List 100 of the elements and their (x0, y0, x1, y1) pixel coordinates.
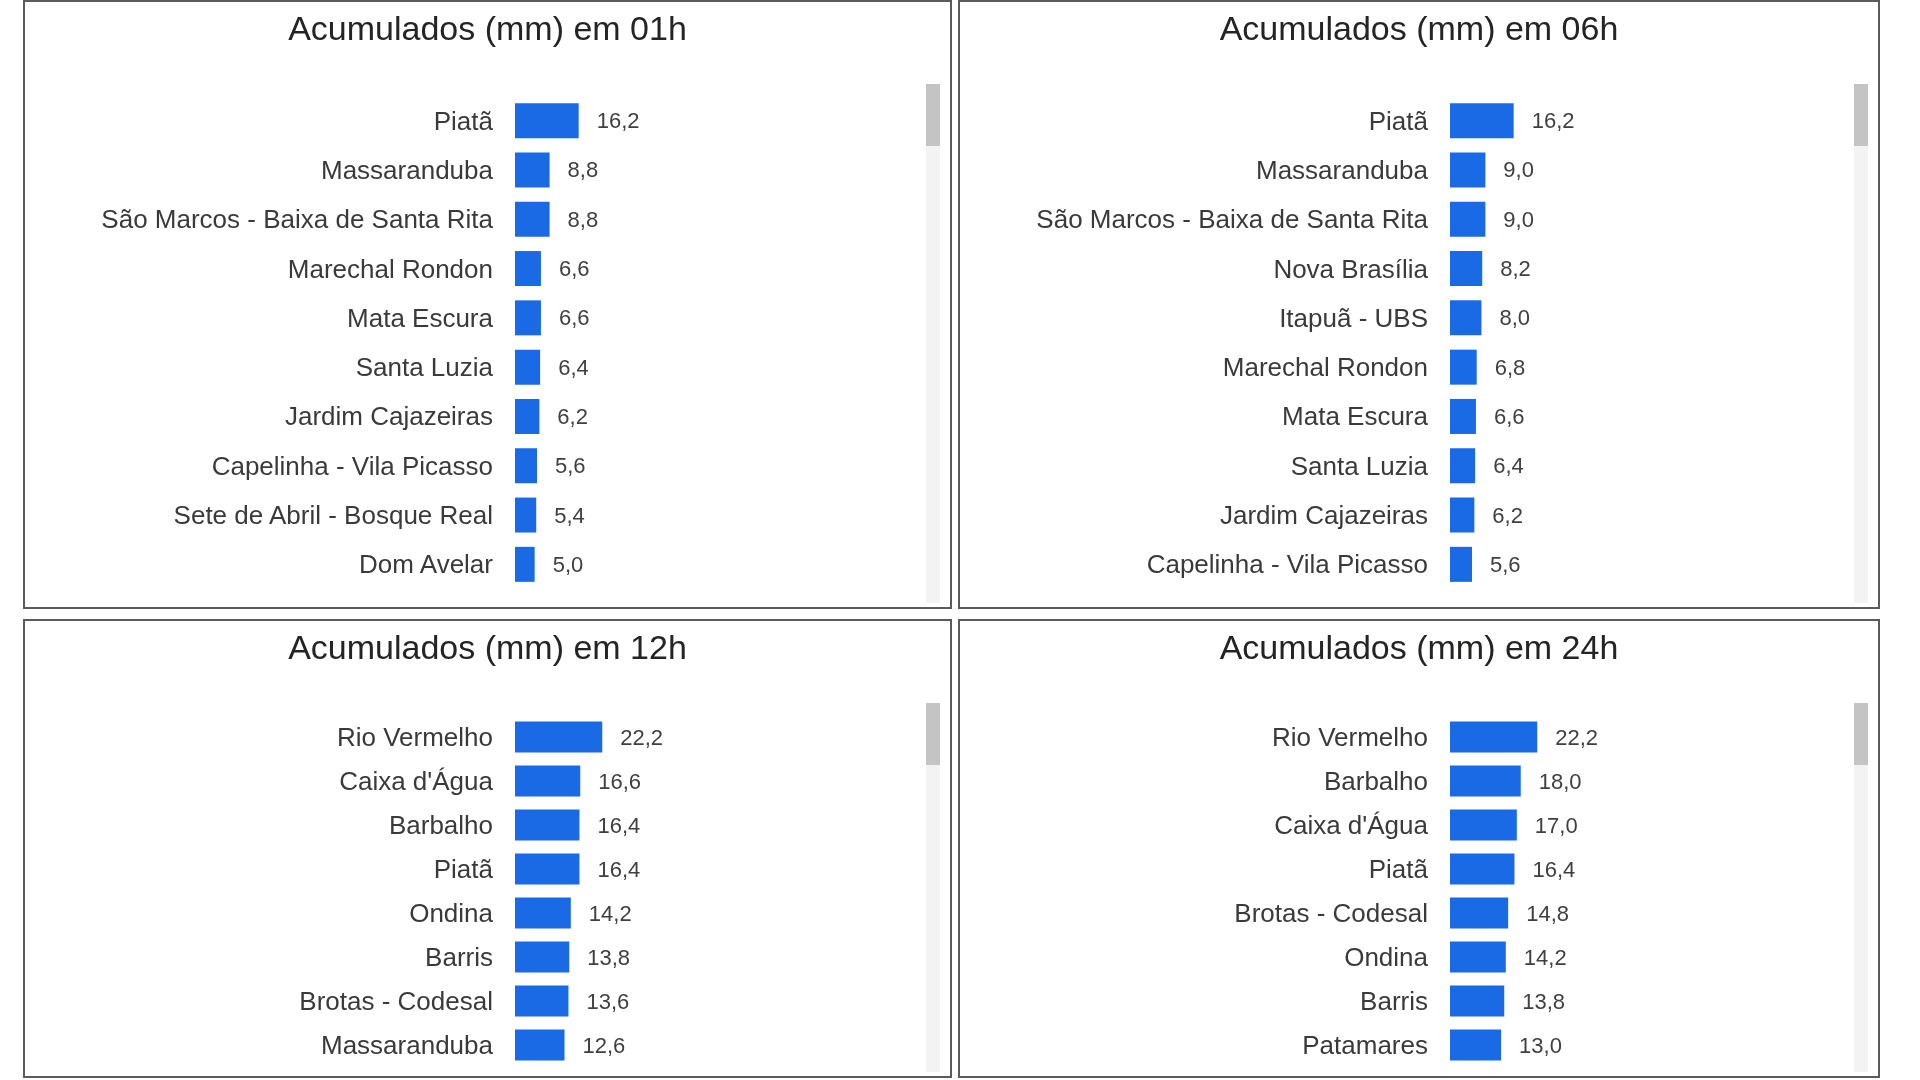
bar (1450, 448, 1476, 484)
data-label: 6,8 (1494, 354, 1526, 380)
chart-title: Acumulados (mm) em 01h (288, 9, 687, 47)
bar (515, 300, 541, 336)
data-label: 16,4 (597, 812, 641, 838)
bar (1450, 497, 1475, 533)
data-label: 8,2 (1500, 256, 1531, 282)
bar (1450, 1029, 1502, 1061)
chart-title: Acumulados (mm) em 12h (288, 628, 687, 666)
bar (515, 349, 541, 385)
bar (515, 985, 569, 1017)
y-tick-label: Brotas - Codesal (1234, 898, 1428, 928)
y-tick-label: Rio Vermelho (336, 722, 493, 752)
data-label: 5,6 (555, 453, 586, 479)
bar (1450, 300, 1482, 336)
data-label: 8,8 (567, 157, 599, 183)
y-tick-label: Santa Luzia (355, 352, 494, 383)
data-label: 14,8 (1526, 900, 1569, 926)
y-tick-label: Barbalho (388, 810, 493, 840)
bar (515, 448, 538, 484)
data-label: 16,6 (598, 768, 642, 794)
data-label: 16,4 (597, 856, 641, 882)
bar (515, 201, 550, 237)
bar (1450, 349, 1477, 385)
data-label: 9,0 (1503, 157, 1534, 183)
y-tick-label: Ondina (1344, 942, 1429, 972)
y-tick-label: Nova Brasília (1273, 253, 1429, 284)
bar (1450, 941, 1506, 973)
y-tick-label: Capelinha - Vila Picasso (211, 450, 493, 481)
data-label: 8,0 (1499, 305, 1531, 331)
data-label: 6,6 (1493, 403, 1525, 429)
data-label: 6,4 (1493, 453, 1524, 479)
data-label: 16,2 (1531, 108, 1575, 134)
data-label: 6,6 (558, 256, 590, 282)
y-tick-label: Piatã (1368, 854, 1429, 884)
bar (1450, 765, 1521, 797)
y-tick-label: Marechal Rondon (287, 253, 493, 284)
bar (1450, 103, 1514, 139)
y-tick-label: Massaranduba (321, 1030, 494, 1060)
bar (1450, 201, 1486, 237)
bar (515, 765, 581, 797)
bar (1450, 152, 1486, 188)
y-tick-label: Mata Escura (1282, 401, 1429, 432)
data-label: 14,2 (1523, 944, 1567, 970)
bar (515, 251, 541, 287)
y-tick-label: Piatã (1368, 105, 1429, 136)
y-tick-label: Capelinha - Vila Picasso (1146, 549, 1428, 580)
data-label: 17,0 (1534, 812, 1578, 838)
data-label: 16,2 (596, 108, 640, 134)
bar (1450, 251, 1483, 287)
data-label: 6,4 (558, 354, 589, 380)
data-label: 9,0 (1503, 206, 1534, 232)
y-tick-label: São Marcos - Baixa de Santa Rita (1036, 204, 1429, 235)
data-label: 8,8 (567, 206, 599, 232)
data-label: 22,2 (1555, 724, 1599, 750)
data-label: 16,4 (1532, 856, 1576, 882)
data-label: 5,0 (552, 551, 584, 577)
y-tick-label: Ondina (409, 898, 494, 928)
bar (515, 809, 580, 841)
data-label: 13,6 (586, 988, 630, 1014)
bar (515, 897, 571, 929)
data-label: 6,6 (558, 305, 590, 331)
y-tick-label: Caixa d'Água (339, 766, 494, 796)
data-label: 14,2 (588, 900, 632, 926)
bar (515, 152, 550, 188)
bar (515, 853, 580, 885)
data-label: 22,2 (620, 724, 664, 750)
y-tick-label: Santa Luzia (1290, 450, 1429, 481)
y-tick-label: Sete de Abril - Bosque Real (173, 500, 493, 531)
bar (515, 103, 579, 139)
bar (515, 941, 570, 973)
y-tick-label: Barris (425, 942, 493, 972)
y-tick-label: Massaranduba (1256, 154, 1429, 185)
data-label: 6,2 (1492, 502, 1523, 528)
chart-title: Acumulados (mm) em 06h (1219, 9, 1619, 47)
y-tick-label: Jardim Cajazeiras (1219, 500, 1428, 531)
y-tick-label: Dom Avelar (359, 549, 494, 580)
bar (1450, 853, 1515, 885)
data-label: 13,0 (1519, 1032, 1562, 1058)
data-label: 13,8 (587, 944, 631, 970)
y-tick-label: Massaranduba (321, 154, 494, 185)
y-tick-label: Patamares (1302, 1030, 1428, 1060)
bar (515, 546, 535, 582)
data-label: 12,6 (582, 1032, 626, 1058)
bar (1450, 546, 1473, 582)
y-tick-label: Rio Vermelho (1271, 722, 1428, 752)
bar (1450, 985, 1505, 1017)
bar (1450, 809, 1517, 841)
data-label: 5,4 (554, 502, 585, 528)
bar (515, 497, 537, 533)
data-label: 18,0 (1538, 768, 1582, 794)
bar (515, 398, 540, 434)
bar (1450, 897, 1509, 929)
chart-title: Acumulados (mm) em 24h (1219, 628, 1619, 666)
y-tick-label: Barbalho (1323, 766, 1428, 796)
y-tick-label: Brotas - Codesal (299, 986, 493, 1016)
data-label: 6,2 (557, 403, 588, 429)
y-tick-label: Itapuã - UBS (1279, 302, 1428, 333)
y-tick-label: Jardim Cajazeiras (284, 401, 493, 432)
bar (515, 721, 603, 753)
